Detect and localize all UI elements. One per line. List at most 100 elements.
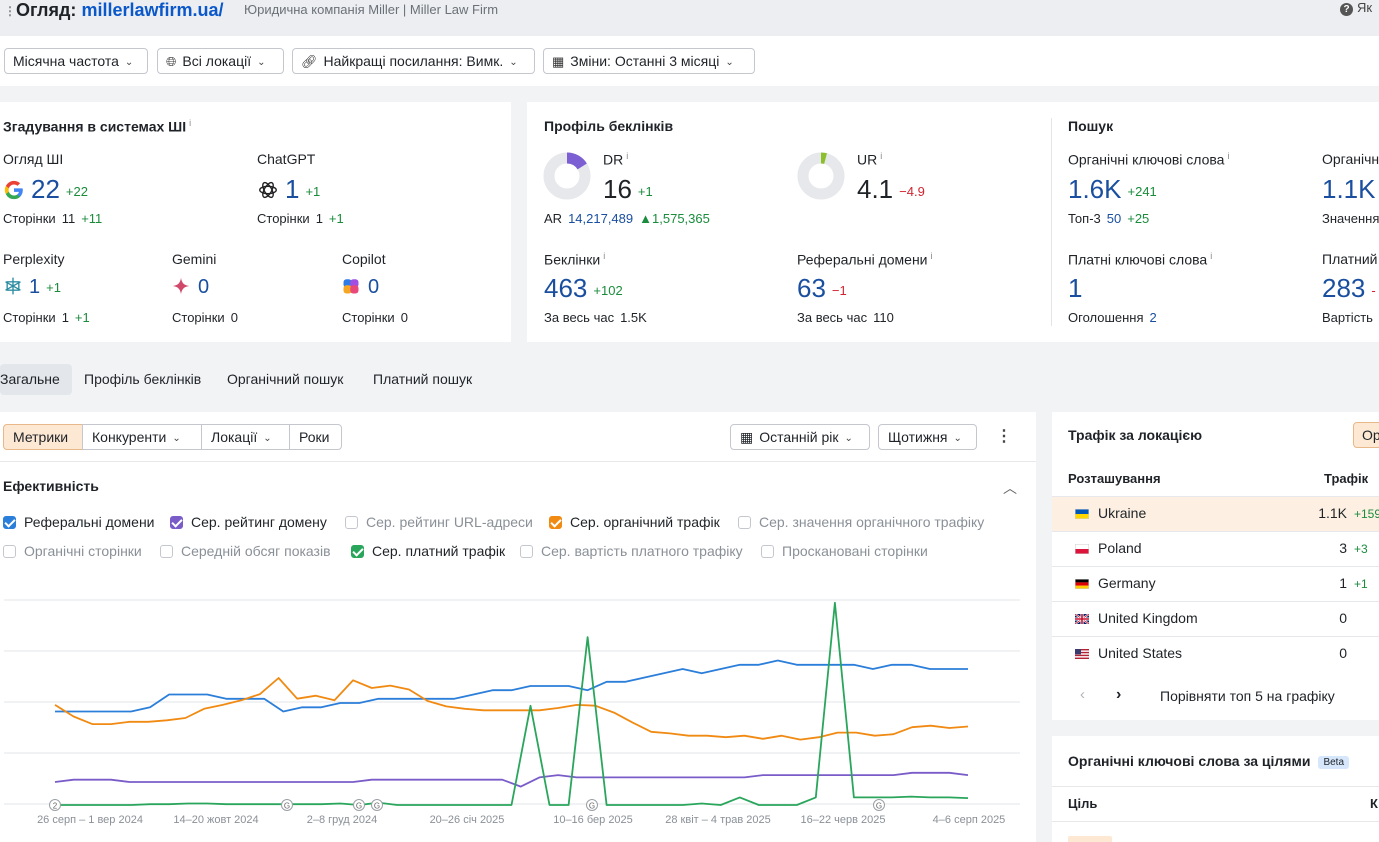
chatgpt-value[interactable]: 1 +1 bbox=[257, 174, 320, 205]
location-row[interactable]: Ukraine 1.1K +159 bbox=[1052, 496, 1379, 531]
best-links-dropdown[interactable]: 🔗︎ Найкращі посилання: Вимк. ⌄ bbox=[292, 48, 535, 74]
paid-traffic-value[interactable]: 283- bbox=[1322, 273, 1376, 303]
checkbox-icon[interactable] bbox=[345, 516, 358, 529]
metric-checkbox[interactable]: Сер. значення органічного трафіку bbox=[738, 514, 984, 530]
event-marker[interactable] bbox=[281, 799, 293, 811]
search-card-title: Пошук bbox=[1068, 118, 1114, 134]
segment-locations[interactable]: Локації ⌄ bbox=[201, 424, 290, 450]
granularity-dropdown[interactable]: Щотижня ⌄ bbox=[878, 424, 977, 450]
location-name: United Kingdom bbox=[1098, 610, 1198, 626]
checkbox-icon[interactable] bbox=[160, 545, 173, 558]
info-icon[interactable]: i bbox=[189, 118, 192, 128]
checkbox-label: Середній обсяг показів bbox=[181, 543, 331, 559]
metric-checkbox[interactable]: Органічні сторінки bbox=[3, 543, 142, 559]
performance-line-chart[interactable]: 2 G G G G G 26 серп – 1 вер 2024 14–20 жовт 202… bbox=[0, 592, 1036, 842]
segment-competitors[interactable]: Конкуренти ⌄ bbox=[82, 424, 202, 450]
checkbox-icon[interactable] bbox=[3, 516, 16, 529]
period-dropdown[interactable]: ▦ Останній рік ⌄ bbox=[730, 424, 870, 450]
info-icon[interactable]: i bbox=[1227, 151, 1230, 161]
metric-checkbox[interactable]: Сер. вартість платного трафіку bbox=[520, 543, 743, 559]
metric-checkbox[interactable]: Сер. рейтинг домену bbox=[170, 514, 327, 530]
backlinks-alltime: За весь час 1.5K bbox=[544, 310, 647, 325]
checkbox-icon[interactable] bbox=[738, 516, 751, 529]
event-marker[interactable] bbox=[371, 799, 383, 811]
info-icon[interactable]: i bbox=[880, 151, 883, 161]
prev-page-icon[interactable]: ‹ bbox=[1080, 686, 1085, 703]
organic-traffic-value[interactable]: 1.1K+ bbox=[1322, 174, 1376, 204]
series-line[interactable] bbox=[54, 771, 969, 788]
info-icon[interactable]: i bbox=[603, 251, 606, 261]
series-line[interactable] bbox=[55, 601, 969, 806]
backlinks-value[interactable]: 463 +102 bbox=[544, 273, 623, 303]
backlinks-label: Беклінки i bbox=[544, 251, 606, 268]
segment-years[interactable]: Роки bbox=[289, 424, 342, 450]
gemini-icon bbox=[172, 277, 190, 295]
checkbox-icon[interactable] bbox=[170, 516, 183, 529]
checkbox-label: Сер. органічний трафік bbox=[570, 514, 720, 530]
help-link[interactable]: ? Як bbox=[1340, 0, 1372, 16]
x-tick-label: 4–6 серп 2025 bbox=[933, 814, 1006, 826]
ads-row: Оголошення 2 bbox=[1068, 310, 1157, 325]
checkbox-icon[interactable] bbox=[3, 545, 16, 558]
organic-kw-value[interactable]: 1.6K +241 bbox=[1068, 174, 1157, 204]
title-prefix: Огляд: bbox=[16, 0, 77, 20]
col-location-header[interactable]: Розташування bbox=[1068, 471, 1161, 486]
metric-checkbox[interactable]: Середній обсяг показів bbox=[160, 543, 331, 559]
checkbox-label: Сер. рейтинг URL-адреси bbox=[366, 514, 533, 530]
metric-checkbox[interactable]: Сер. платний трафік bbox=[351, 543, 505, 559]
event-marker[interactable] bbox=[873, 799, 885, 811]
event-marker[interactable] bbox=[586, 799, 598, 811]
segment-metrics[interactable]: Метрики bbox=[3, 424, 83, 450]
location-row[interactable]: United Kingdom 0 bbox=[1052, 601, 1379, 636]
col-traffic-header[interactable]: Трафік bbox=[1324, 471, 1369, 486]
metric-checkbox[interactable]: Реферальні домени bbox=[3, 514, 155, 530]
perplexity-value[interactable]: 1 +1 bbox=[3, 276, 61, 299]
checkbox-icon[interactable] bbox=[351, 545, 364, 558]
paid-kw-value[interactable]: 1 bbox=[1068, 273, 1083, 303]
tab-general[interactable]: Загальне bbox=[0, 364, 72, 395]
checkbox-icon[interactable] bbox=[761, 545, 774, 558]
organic-traffic-label: Органічн bbox=[1322, 151, 1379, 167]
tab-organic-search[interactable]: Органічний пошук bbox=[227, 371, 344, 387]
info-icon[interactable]: i bbox=[930, 251, 933, 261]
metric-checkbox[interactable]: Проскановані сторінки bbox=[761, 543, 928, 559]
info-icon[interactable]: i bbox=[1210, 251, 1213, 261]
info-icon[interactable]: i bbox=[626, 151, 629, 161]
tab-paid-search[interactable]: Платний пошук bbox=[373, 371, 473, 387]
col-goal-header[interactable]: Ціль bbox=[1068, 796, 1098, 811]
locations-dropdown[interactable]: 🌐︎ Всі локації ⌄ bbox=[157, 48, 284, 74]
collapse-chevron-icon[interactable]: ︿ bbox=[1003, 480, 1017, 496]
ur-value[interactable]: 4.1 −4.9 bbox=[857, 174, 925, 204]
checkbox-icon[interactable] bbox=[549, 516, 562, 529]
frequency-dropdown[interactable]: Місячна частота ⌄ bbox=[4, 48, 148, 74]
ref-domains-value[interactable]: 63 −1 bbox=[797, 273, 847, 303]
metric-checkbox[interactable]: Сер. рейтинг URL-адреси bbox=[345, 514, 533, 530]
drag-handle-icon[interactable]: ⋮ bbox=[4, 4, 16, 18]
event-marker[interactable] bbox=[49, 799, 61, 811]
event-marker[interactable] bbox=[353, 799, 365, 811]
series-line[interactable] bbox=[54, 677, 969, 741]
series-line[interactable] bbox=[55, 659, 968, 713]
ai-overview-label: Огляд ШІ bbox=[3, 151, 64, 167]
target-domain-link[interactable]: millerlawfirm.ua/ bbox=[81, 0, 224, 20]
changes-dropdown[interactable]: ▦ Зміни: Останні 3 місяці ⌄ bbox=[543, 48, 755, 74]
dr-value[interactable]: 16 +1 bbox=[603, 174, 653, 204]
location-row[interactable]: Germany 1 +1 bbox=[1052, 566, 1379, 601]
x-tick-label: 16–22 черв 2025 bbox=[801, 814, 886, 826]
metric-checkbox[interactable]: Сер. органічний трафік bbox=[549, 514, 720, 530]
next-page-icon[interactable]: › bbox=[1116, 686, 1122, 703]
event-marker-label: G bbox=[589, 802, 595, 811]
more-options-icon[interactable]: ⋮ bbox=[996, 428, 1012, 445]
location-row[interactable]: United States 0 bbox=[1052, 636, 1379, 671]
compare-top5-link[interactable]: Порівняти топ 5 на графіку bbox=[1160, 688, 1335, 704]
checkbox-icon[interactable] bbox=[520, 545, 533, 558]
gemini-value[interactable]: 0 bbox=[172, 276, 209, 299]
ai-overview-value[interactable]: 22 +22 bbox=[3, 174, 88, 205]
organic-toggle[interactable]: Ор bbox=[1353, 422, 1379, 448]
copilot-value[interactable]: 0 bbox=[342, 276, 379, 299]
location-name: Germany bbox=[1098, 575, 1156, 591]
tab-backlink-profile[interactable]: Профіль беклінків bbox=[84, 371, 202, 387]
location-row[interactable]: Poland 3 +3 bbox=[1052, 531, 1379, 566]
col-k-header[interactable]: К bbox=[1370, 796, 1378, 811]
page-title: ⋮ Огляд: millerlawfirm.ua/ bbox=[4, 0, 224, 21]
